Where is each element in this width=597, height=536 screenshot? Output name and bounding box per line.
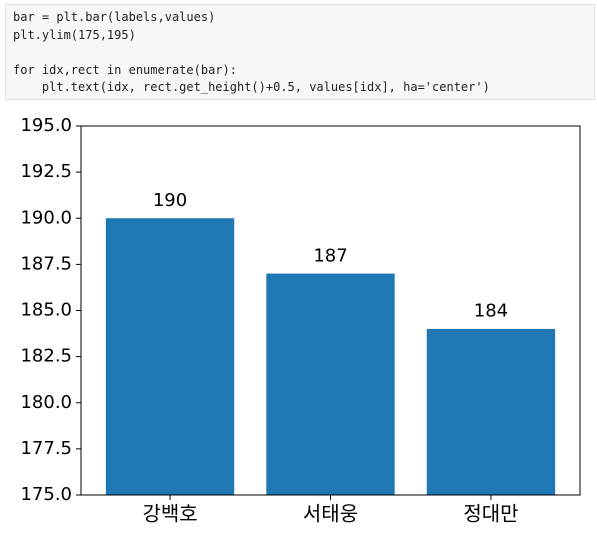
y-tick-label: 187.5 <box>20 253 72 274</box>
code-line: plt.text(idx, rect.get_height()+0.5, val… <box>13 80 490 94</box>
y-tick-label: 192.5 <box>20 161 72 182</box>
x-tick-label: 정대만 <box>463 502 518 526</box>
x-tick-label: 서태웅 <box>303 502 358 526</box>
bar <box>105 218 235 495</box>
bar <box>266 273 395 495</box>
y-tick-label: 177.5 <box>20 438 72 459</box>
y-tick-label: 195.0 <box>20 115 72 136</box>
code-cell: bar = plt.bar(labels,values) plt.ylim(175… <box>5 4 595 100</box>
bar <box>426 328 556 495</box>
code-line: for idx,rect in enumerate(bar): <box>13 62 237 77</box>
data-label: 184 <box>474 301 508 322</box>
data-label: 187 <box>313 245 347 266</box>
y-tick-label: 185.0 <box>20 300 72 321</box>
code-line: plt.ylim(175,195) <box>13 27 136 42</box>
plot-frame <box>80 125 581 496</box>
y-tick-label: 190.0 <box>20 207 72 228</box>
y-tick-label: 182.5 <box>20 346 72 367</box>
code-line: bar = plt.bar(labels,values) <box>13 10 216 24</box>
data-label: 190 <box>153 190 187 211</box>
y-tick-label: 180.0 <box>20 392 72 413</box>
y-tick-label: 175.0 <box>20 484 72 505</box>
x-tick-label: 강백호 <box>142 502 197 526</box>
